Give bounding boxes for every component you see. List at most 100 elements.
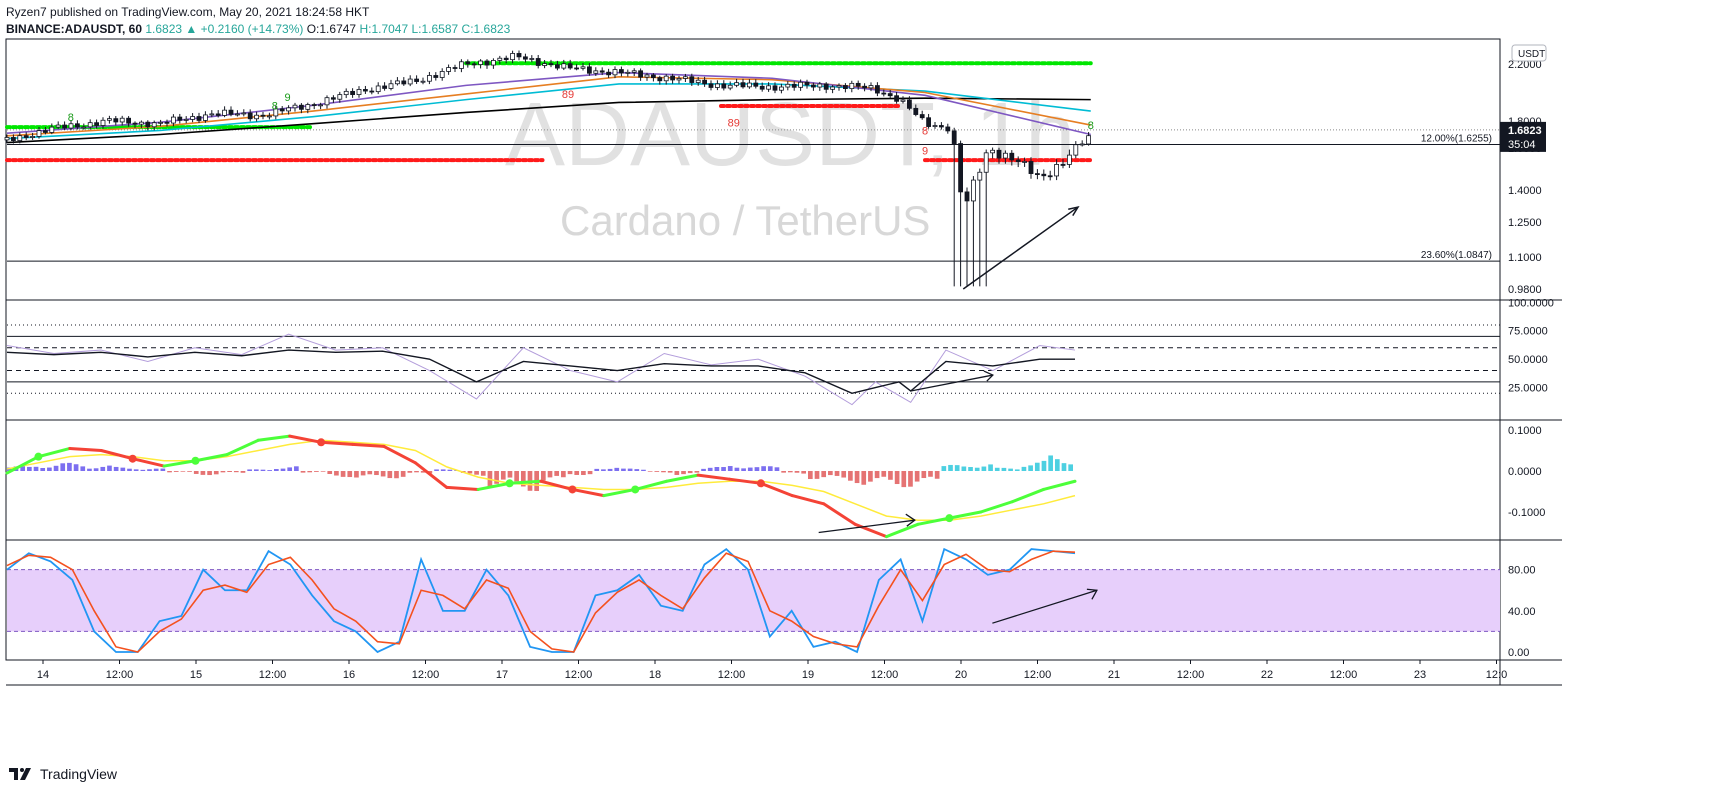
candle: [625, 69, 631, 77]
macd-hist-bar: [914, 471, 920, 482]
macd-line-segment: [727, 477, 763, 485]
macd-hist-bar: [520, 471, 526, 487]
publish-info: Ryzen7 published on TradingView.com, May…: [6, 5, 369, 19]
price-tick-label: 1.1000: [1508, 252, 1542, 264]
candle: [964, 187, 970, 287]
candle-body: [1003, 152, 1008, 159]
candle: [55, 121, 61, 129]
macd-hist-bar: [53, 465, 59, 471]
macd-hist-bar: [494, 471, 499, 484]
candle: [17, 132, 23, 144]
candle: [1022, 157, 1027, 167]
macd-hist-bar: [861, 471, 867, 485]
macd-hist-bar: [581, 471, 586, 475]
candle-body: [55, 124, 61, 128]
candle: [574, 64, 579, 71]
candle: [887, 89, 893, 99]
rsi-tick-label: 25.0000: [1508, 383, 1548, 395]
macd-hist-bar: [607, 468, 613, 471]
macd-hist-bar: [153, 468, 159, 471]
candle: [478, 59, 484, 69]
candle-body: [458, 61, 464, 69]
macd-hist-bar: [928, 471, 933, 477]
candle-body: [107, 118, 112, 121]
candle: [458, 59, 464, 73]
macd-hist-bar: [73, 464, 79, 471]
fib-level-label: 12.00%(1.6255): [1421, 134, 1492, 145]
candle-body: [30, 136, 36, 138]
time-tick-label: 14: [37, 669, 49, 681]
candle: [324, 95, 330, 109]
candle: [286, 105, 292, 115]
publisher-name[interactable]: Ryzen7: [6, 5, 47, 19]
candle: [683, 73, 688, 83]
candle: [804, 79, 810, 89]
macd-line-segment: [1010, 487, 1046, 504]
candle-body: [951, 130, 957, 144]
candle-body: [881, 92, 887, 95]
last-price-tag: 1.6823: [1508, 125, 1542, 137]
candle-body: [407, 78, 413, 85]
macd-line-segment: [5, 455, 40, 475]
candle: [791, 81, 797, 91]
time-tick-label: 12:0: [1486, 669, 1507, 681]
macd-hist-bar: [988, 464, 993, 471]
footer-brand[interactable]: TradingView: [8, 766, 117, 782]
candle: [785, 81, 791, 91]
time-tick-label: 15: [190, 669, 202, 681]
candle: [996, 147, 1002, 164]
candle-body: [382, 85, 388, 89]
macd-line-segment: [99, 449, 135, 461]
macd-hist-bar: [1028, 465, 1033, 471]
macd-hist-bar: [894, 471, 900, 485]
candle: [695, 77, 701, 86]
candle: [1035, 169, 1040, 180]
macd-line-segment: [979, 500, 1014, 514]
candle-body: [855, 82, 861, 87]
macd-line-segment: [790, 494, 826, 506]
candle: [394, 77, 400, 86]
macd-hist-bar: [541, 471, 546, 481]
macd-hist-bar: [247, 469, 252, 471]
candle-body: [875, 85, 880, 94]
macd-hist-bar: [727, 466, 733, 471]
macd-hist-bar: [47, 467, 52, 471]
candle-body: [439, 71, 445, 78]
macd-hist-bar: [400, 471, 406, 477]
candle: [138, 120, 144, 128]
time-tick-label: 12:00: [871, 669, 899, 681]
candle-body: [983, 152, 989, 173]
td-count-label: 8: [68, 112, 74, 124]
candle: [414, 75, 420, 84]
candle-body: [254, 114, 260, 120]
macd-hist-bar: [294, 466, 299, 471]
candle: [433, 72, 439, 81]
stoch-tick-label: 80.00: [1508, 565, 1536, 577]
macd-hist-bar: [367, 471, 373, 475]
candle: [702, 76, 707, 87]
macd-hist-bar: [934, 471, 940, 479]
macd-hist-bar: [1001, 467, 1007, 471]
candle: [772, 82, 778, 94]
macd-hist-bar: [374, 471, 379, 476]
countdown-tag: 35:04: [1508, 139, 1536, 151]
macd-hist-bar: [160, 468, 166, 471]
macd-hist-bar: [200, 471, 206, 475]
time-tick-label: 12:00: [106, 669, 134, 681]
macd-hist-bar: [621, 468, 626, 471]
rsi-series-line: [6, 349, 1075, 394]
candle-body: [766, 85, 771, 90]
candle-body: [215, 113, 221, 116]
macd-hist-bar: [27, 466, 32, 471]
candle: [855, 80, 861, 90]
candle: [113, 116, 119, 126]
candle: [663, 74, 669, 85]
candle: [1079, 140, 1085, 147]
candle-body: [823, 83, 829, 90]
candle: [62, 121, 67, 131]
macd-hist-bar: [220, 471, 226, 473]
time-tick-label: 12:00: [1177, 669, 1205, 681]
candle-body: [49, 126, 55, 133]
candle: [567, 59, 573, 70]
